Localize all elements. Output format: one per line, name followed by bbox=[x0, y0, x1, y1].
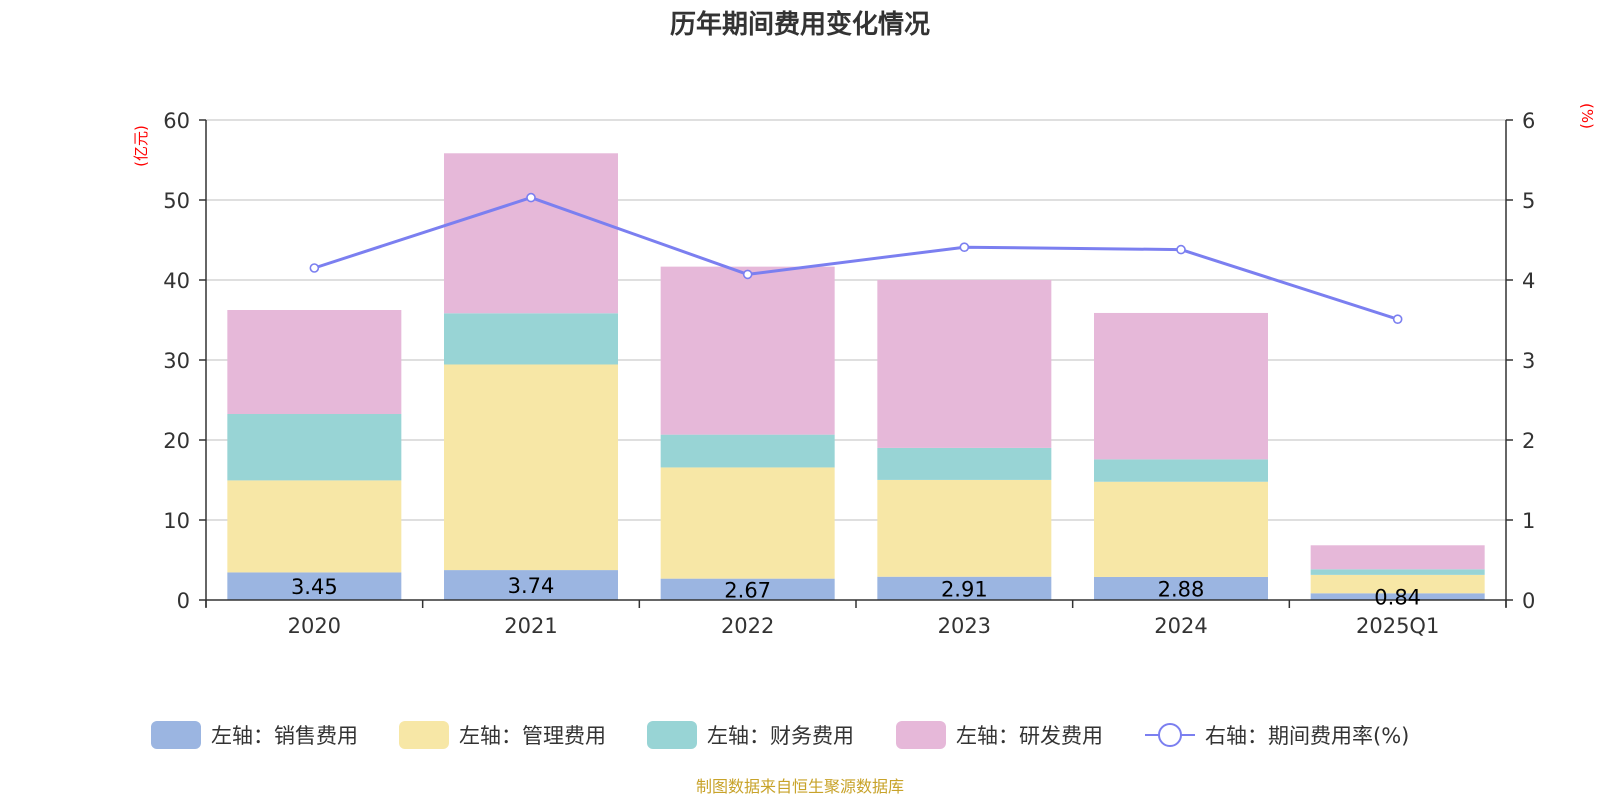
gridlines bbox=[206, 119, 1506, 521]
source-note: 制图数据来自恒生聚源数据库 bbox=[696, 777, 904, 796]
legend-swatch bbox=[647, 721, 697, 749]
rate-series-line bbox=[313, 196, 1399, 321]
legend-swatch bbox=[896, 721, 946, 749]
left-axis-tick-label: 20 bbox=[163, 429, 190, 453]
right-axis-tick-label: 0 bbox=[1522, 589, 1535, 613]
bar-data-label: 2.91 bbox=[941, 577, 988, 601]
legend-swatch bbox=[151, 721, 201, 749]
bar-segment-rnd[interactable] bbox=[877, 279, 1052, 448]
bar-segment-sales[interactable] bbox=[1310, 593, 1485, 600]
legend[interactable]: 左轴：销售费用 左轴：管理费用 左轴：财务费用 左轴：研发费用 右轴：期间费用率(%) bbox=[151, 721, 1409, 749]
bar-segment-admin[interactable] bbox=[1094, 481, 1268, 577]
bar-segment-sales[interactable] bbox=[660, 578, 835, 600]
legend-label: 左轴：管理费用 bbox=[459, 724, 606, 748]
bar-segment-admin[interactable] bbox=[877, 479, 1052, 577]
bar-segment-admin[interactable] bbox=[444, 364, 618, 571]
bar-segment-finance[interactable] bbox=[1310, 569, 1485, 575]
bar-segment-sales[interactable] bbox=[1094, 576, 1268, 600]
bar-segment-sales[interactable] bbox=[444, 570, 618, 600]
rate-point[interactable] bbox=[742, 269, 753, 280]
bar-segment-rnd[interactable] bbox=[227, 310, 402, 414]
rate-line bbox=[309, 192, 1403, 325]
left-axis-unit: (亿元) bbox=[132, 125, 150, 167]
legend-label: 左轴：研发费用 bbox=[956, 724, 1103, 748]
right-axis-tick-label: 1 bbox=[1522, 509, 1535, 533]
bar-segment-rnd[interactable] bbox=[444, 153, 618, 314]
rate-point[interactable] bbox=[309, 263, 320, 273]
x-axis-category-label: 2020 bbox=[288, 614, 341, 638]
rate-point[interactable] bbox=[959, 242, 970, 252]
bar-data-label: 0.84 bbox=[1374, 586, 1421, 610]
right-axis-unit: (%) bbox=[1578, 103, 1596, 129]
x-axis-category-label: 2025Q1 bbox=[1356, 614, 1439, 638]
legend-item-sales[interactable]: 左轴：销售费用 bbox=[151, 721, 358, 749]
x-axis-category-label: 2021 bbox=[504, 614, 557, 638]
bar-segment-admin[interactable] bbox=[660, 467, 835, 579]
bar-segment-rnd[interactable] bbox=[1094, 312, 1268, 460]
x-axis-category-label: 2023 bbox=[938, 614, 991, 638]
right-axis-tick-label: 5 bbox=[1522, 189, 1535, 213]
bar-segment-finance[interactable] bbox=[227, 414, 402, 481]
bar-segment-finance[interactable] bbox=[877, 447, 1052, 480]
legend-label: 右轴：期间费用率(%) bbox=[1205, 724, 1409, 748]
right-axis-tick-label: 2 bbox=[1522, 429, 1535, 453]
bar-segment-sales[interactable] bbox=[877, 576, 1052, 600]
legend-label: 左轴：销售费用 bbox=[211, 724, 358, 748]
x-axis-category-label: 2024 bbox=[1154, 614, 1207, 638]
bar-segment-rnd[interactable] bbox=[1310, 545, 1485, 570]
bar-stacks bbox=[227, 153, 1485, 600]
chart-title: 历年期间费用变化情况 bbox=[670, 9, 930, 40]
axes: 0 10 20 30 40 50 60 0 1 2 3 4 5 6 2020 2021 2022 2023 2024… bbox=[163, 109, 1535, 638]
rate-point[interactable] bbox=[1176, 244, 1186, 255]
legend-swatch-marker bbox=[1158, 723, 1182, 747]
legend-item-admin[interactable]: 左轴：管理费用 bbox=[399, 721, 606, 749]
rate-point[interactable] bbox=[526, 192, 536, 203]
left-axis-tick-label: 10 bbox=[163, 509, 190, 533]
bar-data-label: 2.67 bbox=[724, 578, 771, 602]
bar-data-label: 3.74 bbox=[508, 574, 555, 598]
bar-segment-finance[interactable] bbox=[660, 434, 835, 468]
right-axis-tick-label: 4 bbox=[1522, 269, 1535, 293]
bar-data-label: 2.88 bbox=[1158, 577, 1205, 601]
data-labels: 3.45 3.74 2.67 2.91 2.88 0.84 bbox=[291, 574, 1421, 610]
bar-segment-sales[interactable] bbox=[227, 572, 402, 600]
right-axis-tick-label: 6 bbox=[1522, 109, 1535, 133]
left-axis-tick-label: 0 bbox=[177, 589, 190, 613]
bar-segment-rnd[interactable] bbox=[660, 266, 835, 435]
bar-data-label: 3.45 bbox=[291, 575, 338, 599]
bar-segment-finance[interactable] bbox=[1094, 459, 1268, 482]
left-axis-tick-label: 30 bbox=[163, 349, 190, 373]
legend-item-rnd[interactable]: 左轴：研发费用 bbox=[896, 721, 1103, 749]
legend-item-finance[interactable]: 左轴：财务费用 bbox=[647, 721, 854, 749]
bar-segment-admin[interactable] bbox=[1310, 574, 1485, 594]
bar-segment-admin[interactable] bbox=[227, 480, 402, 573]
right-axis-tick-label: 3 bbox=[1522, 349, 1535, 373]
x-axis-category-label: 2022 bbox=[721, 614, 774, 638]
left-axis-tick-label: 60 bbox=[163, 109, 190, 133]
rate-point[interactable] bbox=[1392, 314, 1403, 325]
legend-swatch bbox=[399, 721, 449, 749]
legend-label: 左轴：财务费用 bbox=[707, 724, 854, 748]
legend-item-rate[interactable]: 右轴：期间费用率(%) bbox=[1145, 723, 1409, 748]
bar-segment-finance[interactable] bbox=[444, 313, 618, 365]
left-axis-tick-label: 50 bbox=[163, 189, 190, 213]
left-axis-tick-label: 40 bbox=[163, 269, 190, 293]
